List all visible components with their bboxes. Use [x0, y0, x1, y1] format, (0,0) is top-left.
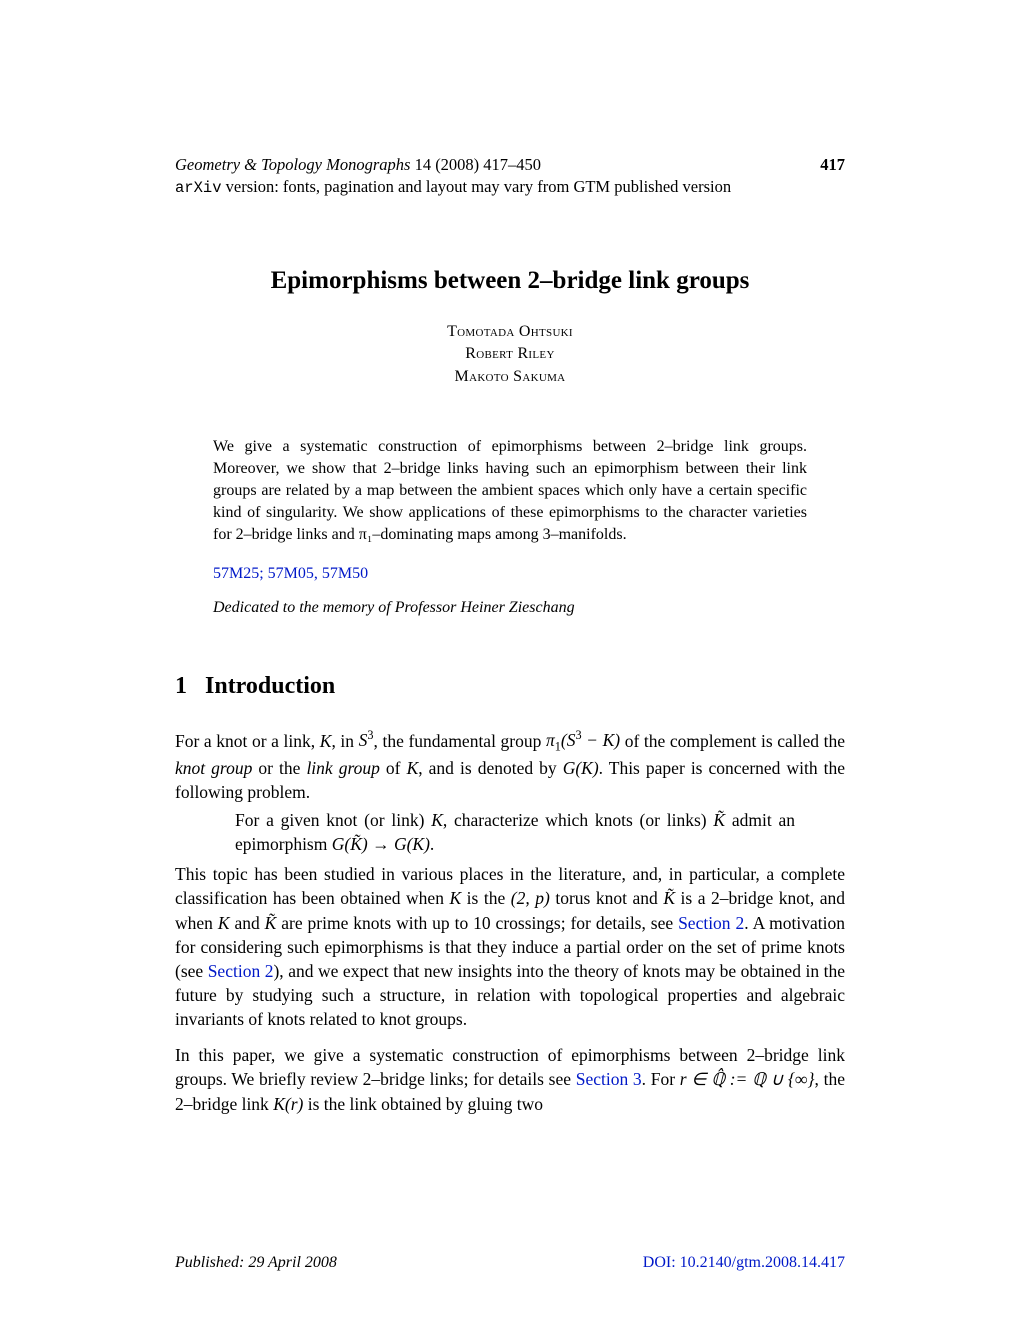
- arxiv-note: arXiv version: fonts, pagination and lay…: [175, 177, 845, 197]
- math-pi1: π1(S3 − K): [546, 730, 620, 750]
- page-number: 417: [820, 155, 845, 175]
- author-3: Makoto Sakuma: [175, 366, 845, 388]
- link-section-2b[interactable]: Section 2: [208, 961, 274, 981]
- math-epimorphism: G(K̃) → G(K): [332, 834, 430, 854]
- paper-title: Epimorphisms between 2–bridge link group…: [175, 267, 845, 295]
- msc-classification[interactable]: 57M25; 57M05, 57M50: [213, 565, 807, 583]
- arxiv-text: version: fonts, pagination and layout ma…: [222, 177, 732, 196]
- author-2: Robert Riley: [175, 343, 845, 365]
- page-container: Geometry & Topology Monographs 14 (2008)…: [0, 0, 1020, 1188]
- abstract-text: We give a systematic construction of epi…: [213, 438, 807, 543]
- math-GK: G(K): [563, 758, 599, 778]
- link-section-2a[interactable]: Section 2: [678, 913, 744, 933]
- page-footer: Published: 29 April 2008 DOI: 10.2140/gt…: [175, 1254, 845, 1272]
- doi-link[interactable]: DOI: 10.2140/gtm.2008.14.417: [643, 1254, 845, 1272]
- author-list: Tomotada Ohtsuki Robert Riley Makoto Sak…: [175, 321, 845, 388]
- link-section-3[interactable]: Section 3: [576, 1069, 642, 1089]
- math-2p: (2, p): [511, 888, 550, 908]
- math-K: K: [320, 730, 332, 750]
- section-heading: 1 Introduction: [175, 673, 845, 700]
- journal-volume: 14 (2008) 417–450: [410, 155, 541, 174]
- header-line: Geometry & Topology Monographs 14 (2008)…: [175, 155, 845, 175]
- section-title: Introduction: [205, 673, 335, 699]
- paragraph-1: For a knot or a link, K, in S3, the fund…: [175, 728, 845, 805]
- math-S3: S3: [359, 730, 374, 750]
- paragraph-3: In this paper, we give a systematic cons…: [175, 1043, 845, 1115]
- published-date: Published: 29 April 2008: [175, 1254, 337, 1272]
- term-link-group: link group: [306, 758, 379, 778]
- msc-text: 57M25; 57M05, 57M50: [213, 565, 368, 582]
- math-r-in-Q: r ∈ ℚ̂ := ℚ ∪ {∞}: [680, 1069, 815, 1089]
- math-Ktilde: K̃: [713, 810, 725, 830]
- journal-name: Geometry & Topology Monographs: [175, 155, 410, 174]
- problem-statement: For a given knot (or link) K, characteri…: [235, 808, 795, 856]
- author-1: Tomotada Ohtsuki: [175, 321, 845, 343]
- math-Kr: K(r): [273, 1094, 303, 1114]
- term-knot-group: knot group: [175, 758, 252, 778]
- section-number: 1: [175, 673, 187, 699]
- arxiv-label: arXiv: [175, 179, 222, 197]
- abstract: We give a systematic construction of epi…: [213, 436, 807, 546]
- paragraph-2: This topic has been studied in various p…: [175, 862, 845, 1031]
- dedication: Dedicated to the memory of Professor Hei…: [213, 599, 807, 617]
- journal-reference: Geometry & Topology Monographs 14 (2008)…: [175, 155, 541, 175]
